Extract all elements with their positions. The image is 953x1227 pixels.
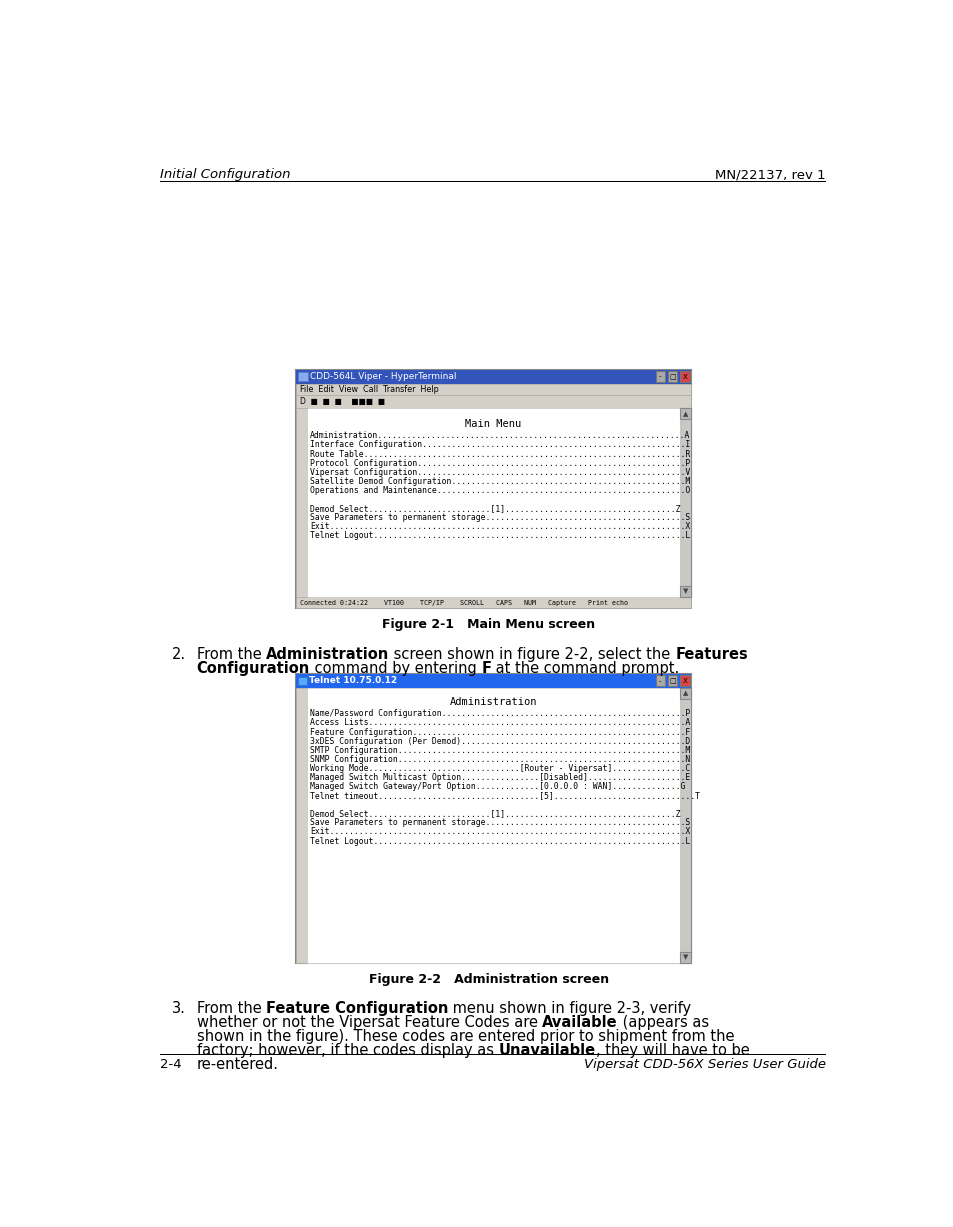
Text: -: - xyxy=(659,677,660,683)
Bar xyxy=(295,369,691,609)
Bar xyxy=(295,395,691,409)
Bar xyxy=(679,688,691,963)
Text: 2-4: 2-4 xyxy=(159,1058,181,1071)
Text: ▲: ▲ xyxy=(682,411,688,417)
Bar xyxy=(679,409,691,596)
Text: □: □ xyxy=(669,677,676,683)
Bar xyxy=(295,688,307,963)
Text: Unavailable: Unavailable xyxy=(497,1043,595,1058)
Text: Route Table..................................................................R: Route Table.............................… xyxy=(310,449,689,459)
Text: Configuration: Configuration xyxy=(196,661,310,676)
Text: Protocol Configuration.......................................................P: Protocol Configuration..................… xyxy=(310,459,689,467)
Text: whether or not the Vipersat Feature Codes are: whether or not the Vipersat Feature Code… xyxy=(196,1015,542,1029)
Text: Connected 0:24:22    VT100    TCP/IP    SCROLL   CAPS   NUM   Capture   Print ec: Connected 0:24:22 VT100 TCP/IP SCROLL CA… xyxy=(299,600,627,606)
Text: command by entering: command by entering xyxy=(310,661,481,676)
Text: Satellite Demod Configuration................................................M: Satellite Demod Configuration...........… xyxy=(310,477,689,486)
Text: Telnet Logout................................................................L: Telnet Logout...........................… xyxy=(310,531,689,540)
Text: Vipersat Configuration.......................................................V: Vipersat Configuration..................… xyxy=(310,467,689,477)
Text: D  ■  ■  ■    ■■■  ■: D ■ ■ ■ ■■■ ■ xyxy=(299,398,385,406)
Text: 2.: 2. xyxy=(172,647,186,663)
Text: File  Edit  View  Call  Transfer  Help: File Edit View Call Transfer Help xyxy=(299,385,438,394)
Text: Managed Switch Gateway/Port Option.............[0.0.0.0 : WAN]..............G: Managed Switch Gateway/Port Option......… xyxy=(310,782,684,791)
Text: Operations and Maintenance...................................................O: Operations and Maintenance..............… xyxy=(310,486,689,494)
Text: Telnet 10.75.0.12: Telnet 10.75.0.12 xyxy=(309,676,396,686)
Bar xyxy=(298,372,307,382)
Text: ▼: ▼ xyxy=(682,955,688,961)
Bar xyxy=(295,409,307,596)
Text: F: F xyxy=(481,661,491,676)
Bar xyxy=(295,384,691,395)
Text: Features: Features xyxy=(675,647,747,663)
Text: SNMP Configuration...........................................................N: SNMP Configuration......................… xyxy=(310,755,689,763)
Bar xyxy=(295,674,691,963)
Text: Managed Switch Multicast Option................[Disabled]....................E: Managed Switch Multicast Option.........… xyxy=(310,773,689,782)
Bar xyxy=(679,587,691,596)
Text: Demod Select.........................[1]...................................Z: Demod Select.........................[1]… xyxy=(310,810,679,818)
Text: Save Parameters to permanent storage.........................................S: Save Parameters to permanent storage....… xyxy=(310,513,689,523)
Text: 3xDES Configuration (Per Demod)..............................................D: 3xDES Configuration (Per Demod).........… xyxy=(310,736,689,746)
Text: Administration: Administration xyxy=(450,697,537,707)
Text: menu shown in figure 2-3, verify: menu shown in figure 2-3, verify xyxy=(448,1001,691,1016)
Bar xyxy=(667,675,677,686)
Text: Telnet timeout.................................[5].............................T: Telnet timeout..........................… xyxy=(310,791,700,800)
Text: Name/Password Configuration..................................................P: Name/Password Configuration.............… xyxy=(310,709,689,718)
Bar xyxy=(655,372,664,382)
Bar xyxy=(679,688,691,698)
Text: From the: From the xyxy=(196,647,266,663)
Text: at the command prompt.: at the command prompt. xyxy=(491,661,679,676)
Text: Feature Configuration........................................................F: Feature Configuration...................… xyxy=(310,728,689,736)
Text: MN/22137, rev 1: MN/22137, rev 1 xyxy=(715,168,825,182)
Text: Access Lists.................................................................A: Access Lists............................… xyxy=(310,719,689,728)
Bar xyxy=(298,677,307,686)
Text: Exit.........................................................................X: Exit....................................… xyxy=(310,827,689,837)
Text: ▼: ▼ xyxy=(682,589,688,595)
Text: , they will have to be: , they will have to be xyxy=(595,1043,748,1058)
Bar xyxy=(295,674,691,688)
Text: Demod Select.........................[1]...................................Z: Demod Select.........................[1]… xyxy=(310,504,679,513)
Bar xyxy=(679,675,689,686)
Text: X: X xyxy=(682,374,687,379)
Text: Initial Configuration: Initial Configuration xyxy=(159,168,290,182)
Text: X: X xyxy=(682,677,687,683)
Bar xyxy=(307,409,679,596)
Text: 3.: 3. xyxy=(172,1001,186,1016)
Bar xyxy=(295,596,691,609)
Text: re-entered.: re-entered. xyxy=(196,1056,278,1071)
Text: Figure 2-2   Administration screen: Figure 2-2 Administration screen xyxy=(369,973,608,985)
Text: Interface Configuration......................................................I: Interface Configuration.................… xyxy=(310,440,689,449)
Text: CDD-564L Viper - HyperTerminal: CDD-564L Viper - HyperTerminal xyxy=(310,372,456,382)
Text: Main Menu: Main Menu xyxy=(465,420,521,429)
Text: Available: Available xyxy=(542,1015,618,1029)
Text: □: □ xyxy=(669,374,676,379)
Text: SMTP Configuration...........................................................M: SMTP Configuration......................… xyxy=(310,746,689,755)
Text: From the: From the xyxy=(196,1001,266,1016)
Bar xyxy=(655,675,664,686)
Text: Exit.........................................................................X: Exit....................................… xyxy=(310,523,689,531)
Text: Telnet Logout................................................................L: Telnet Logout...........................… xyxy=(310,837,689,845)
Text: Figure 2-1   Main Menu screen: Figure 2-1 Main Menu screen xyxy=(382,617,595,631)
Text: screen shown in figure 2-2, select the: screen shown in figure 2-2, select the xyxy=(389,647,675,663)
Text: Vipersat CDD-56X Series User Guide: Vipersat CDD-56X Series User Guide xyxy=(583,1058,825,1071)
Text: Feature Configuration: Feature Configuration xyxy=(266,1001,448,1016)
Bar xyxy=(679,372,689,382)
Text: Administration...............................................................A: Administration..........................… xyxy=(310,432,689,440)
Bar xyxy=(679,409,691,420)
Text: (appears as: (appears as xyxy=(618,1015,708,1029)
Bar xyxy=(295,369,691,384)
Bar xyxy=(667,372,677,382)
Bar xyxy=(679,952,691,963)
Text: shown in the figure). These codes are entered prior to shipment from the: shown in the figure). These codes are en… xyxy=(196,1029,734,1044)
Text: Save Parameters to permanent storage.........................................S: Save Parameters to permanent storage....… xyxy=(310,818,689,827)
Text: -: - xyxy=(659,374,660,379)
Text: ▲: ▲ xyxy=(682,690,688,696)
Text: Administration: Administration xyxy=(266,647,389,663)
Bar xyxy=(307,688,679,963)
Text: factory; however, if the codes display as: factory; however, if the codes display a… xyxy=(196,1043,497,1058)
Text: Working Mode...............................[Router - Vipersat]...............C: Working Mode............................… xyxy=(310,764,689,773)
